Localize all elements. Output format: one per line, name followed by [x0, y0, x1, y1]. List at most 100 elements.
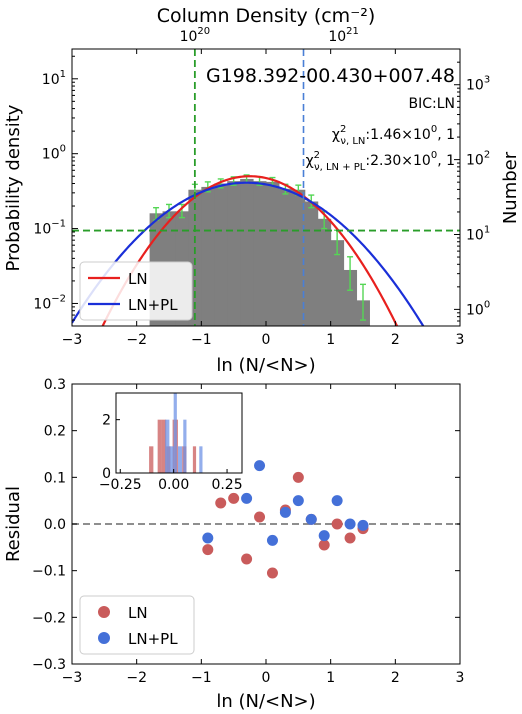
inset-bars [149, 393, 203, 473]
residual-point-lnpl [241, 492, 253, 504]
y2-tick-label: 102 [466, 150, 490, 169]
x-tick-label: 1 [326, 332, 335, 348]
x-tick-label: 3 [456, 670, 465, 686]
inset-bar-lnpl [173, 393, 177, 473]
y-tick-label: −0.2 [32, 610, 66, 626]
residual-point-ln [202, 544, 214, 556]
y-tick-label: 0.3 [44, 377, 66, 393]
top-y2-axis: 100 101 102 103 [454, 48, 490, 327]
residual-point-lnpl [305, 513, 317, 525]
top-x-label: ln (N/<N>) [216, 355, 315, 376]
chart-title: G198.392-00.430+007.48 [206, 65, 455, 87]
y-tick-label: 100 [42, 144, 66, 163]
ln-pl-fit-curve [72, 181, 425, 326]
hist-bar [227, 181, 241, 326]
y-tick-label: 0.2 [44, 424, 66, 440]
residual-point-ln [266, 567, 278, 579]
legend-lnpl-label: LN+PL [128, 296, 178, 314]
residual-point-ln [318, 539, 330, 551]
residual-point-ln [292, 471, 304, 483]
top-y-label: Probability density [3, 104, 24, 271]
inset-x-tick-label: 0.25 [211, 477, 242, 493]
residual-point-lnpl [254, 460, 266, 472]
residual-point-lnpl [292, 495, 304, 507]
inset-bar-lnpl [199, 446, 203, 473]
x-tick-label: 3 [456, 332, 465, 348]
hist-bar [253, 181, 267, 326]
bottom-x-axis: −3 −2 −1 0 1 2 3 [62, 384, 465, 686]
legend-lnpl-label-bottom: LN+PL [128, 630, 178, 648]
x-tick-label: −1 [191, 332, 212, 348]
bottom-legend: LN LN+PL [79, 595, 195, 655]
y2-tick-label: 101 [466, 225, 490, 244]
inset-x-tick-label: 0.00 [158, 477, 189, 493]
residual-point-lnpl [331, 495, 343, 507]
legend-lnpl-marker [98, 632, 110, 644]
residual-points [202, 460, 369, 579]
hist-bar [291, 189, 306, 326]
top-plot-area [72, 49, 460, 326]
inset-bar-ln [161, 419, 167, 473]
bottom-x-label: ln (N/<N>) [216, 691, 315, 712]
residual-point-lnpl [279, 506, 291, 518]
residual-point-ln [344, 532, 356, 544]
x-tick-label: 2 [391, 332, 400, 348]
y-tick-label: −0.1 [32, 564, 66, 580]
x-tick-label: −1 [191, 670, 212, 686]
x-tick-label: 0 [262, 332, 271, 348]
y2-tick-label: 103 [466, 75, 490, 94]
legend-ln-marker [98, 606, 110, 618]
inset-frame [115, 392, 243, 474]
top-axis-label: Column Density (cm⁻²) [157, 5, 376, 27]
top-y-axis: 10−2 10−1 100 101 [33, 55, 78, 327]
inset-bar-lnpl [165, 419, 170, 473]
x-tick-label: −3 [62, 670, 83, 686]
y-tick-label: −0.3 [32, 657, 66, 673]
inset-y-tick-label: 0 [102, 466, 111, 482]
inset-x-tick-label: −0.25 [99, 477, 142, 493]
top-legend-box [79, 261, 193, 321]
inset-bar-lnpl [177, 446, 183, 473]
legend-ln-label-bottom: LN [128, 604, 148, 622]
bottom-y-axis: −0.3 −0.2 −0.1 0.0 0.1 0.2 0.3 [32, 377, 460, 673]
y-tick-label: 10−1 [33, 219, 66, 238]
x-tick-label: 2 [391, 670, 400, 686]
residual-point-lnpl [202, 532, 214, 544]
top-axis-tick-label: 1021 [328, 26, 359, 45]
residual-point-lnpl [318, 530, 330, 542]
y2-tick-label: 100 [466, 299, 490, 318]
residual-point-ln [331, 518, 343, 530]
bottom-panel: −3 −2 −1 0 1 2 3 −0.3 −0.2 −0.1 0.0 0.1 0.2 0.3 ln (… [3, 377, 464, 712]
inset-bar-ln [157, 419, 162, 473]
histogram-bars [149, 178, 370, 326]
residual-point-ln [215, 497, 227, 509]
top-axis-ticks: 1020 1021 [180, 26, 359, 45]
hist-bar [304, 201, 319, 326]
inset-histogram: −0.25 0.00 0.25 0 2 [99, 392, 243, 493]
hist-bar [330, 240, 345, 326]
hist-bar [317, 218, 332, 326]
inset-bar-lnpl [169, 446, 174, 473]
x-tick-label: 1 [326, 670, 335, 686]
residual-point-lnpl [266, 534, 278, 546]
top-y2-label: Number [500, 151, 521, 224]
top-x-axis: −3 −2 −1 0 1 2 3 [62, 49, 465, 348]
top-axis-tick-label: 1020 [180, 26, 211, 45]
bottom-y-label: Residual [3, 486, 24, 562]
inset-bar-ln [149, 446, 154, 473]
hist-bar [266, 181, 280, 326]
y-tick-label: 101 [42, 69, 66, 88]
hist-bar [201, 186, 215, 326]
inset-y-tick-label: 2 [102, 413, 111, 429]
y-tick-label: 0.1 [44, 470, 66, 486]
y-tick-label: 10−2 [33, 293, 66, 312]
residual-point-lnpl [357, 519, 369, 531]
legend-ln-label: LN [128, 270, 148, 288]
residual-point-ln [241, 553, 253, 565]
hist-bar [278, 188, 293, 326]
chi-ln-label: χ2 ν, LN:1.46×100, 1 [332, 124, 455, 147]
x-tick-label: −2 [126, 670, 147, 686]
hist-bar [240, 178, 254, 326]
x-tick-label: −2 [126, 332, 147, 348]
